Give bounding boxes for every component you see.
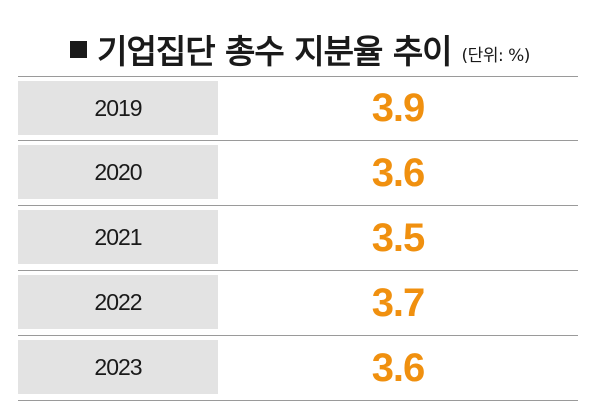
table-row: 2022 3.7 xyxy=(18,271,578,336)
value-cell: 3.7 xyxy=(371,280,426,325)
table-row: 2020 3.6 xyxy=(18,141,578,206)
table-row: 2023 3.6 xyxy=(18,336,578,401)
chart-header: 기업집단 총수 지분율 추이 (단위: %) xyxy=(0,24,600,74)
square-bullet-icon xyxy=(70,40,88,58)
unit-label: (단위: %) xyxy=(461,45,531,66)
value-cell: 3.6 xyxy=(371,345,426,390)
year-cell: 2019 xyxy=(18,81,218,135)
chart-title: 기업집단 총수 지분율 추이 xyxy=(97,32,452,71)
year-cell: 2021 xyxy=(18,210,218,264)
value-cell: 3.5 xyxy=(371,215,426,260)
table-row: 2021 3.5 xyxy=(18,206,578,271)
year-cell: 2022 xyxy=(18,275,218,329)
value-cell: 3.9 xyxy=(371,86,426,130)
year-cell: 2023 xyxy=(18,340,218,394)
table-row: 2019 3.9 xyxy=(18,76,578,141)
data-table: 2019 3.9 2020 3.6 2021 3.5 2022 3.7 2023 3.6 xyxy=(18,76,578,401)
year-cell: 2020 xyxy=(18,145,218,199)
value-cell: 3.6 xyxy=(371,150,426,195)
